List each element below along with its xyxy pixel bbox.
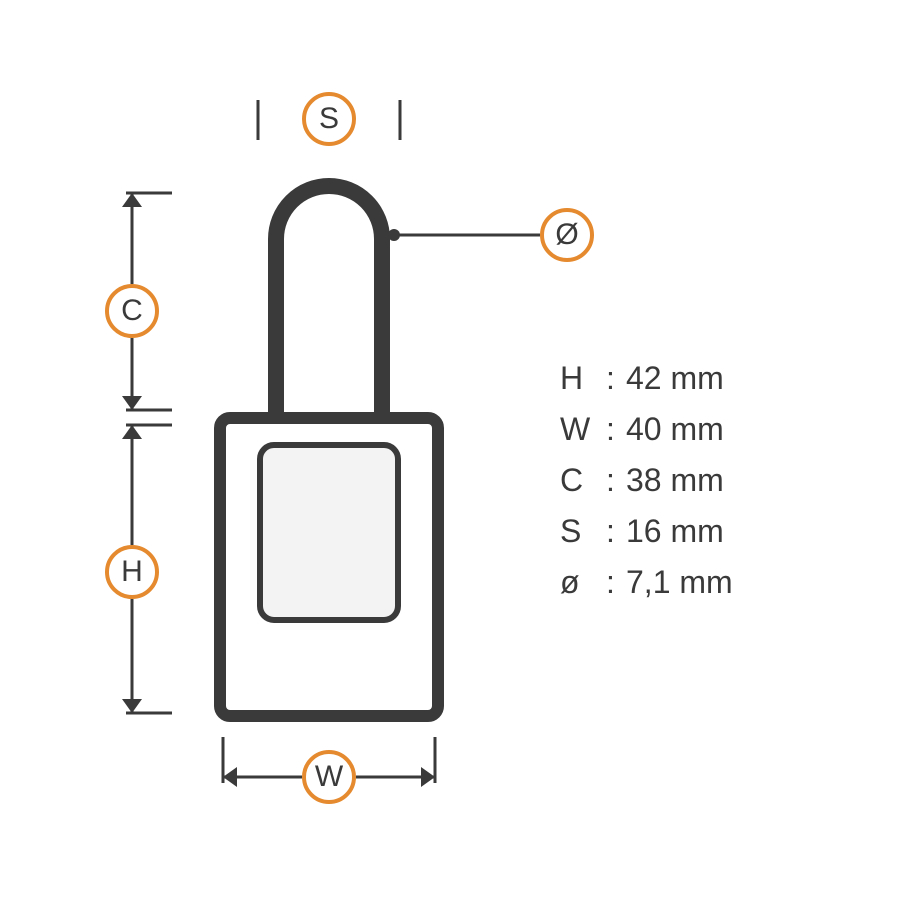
dim-letter-c: C: [121, 294, 143, 328]
dim-letter-s: S: [319, 102, 339, 136]
dim-letter-w: W: [315, 760, 343, 794]
dim-badge-c: C: [105, 284, 159, 338]
dim-badge-s: S: [302, 92, 356, 146]
dimension-colon: :: [606, 462, 626, 499]
dimension-value: 7,1 mm: [626, 564, 733, 601]
dimension-value: 40 mm: [626, 411, 724, 448]
dim-badge-diameter: Ø: [540, 208, 594, 262]
dimension-key: ø: [560, 564, 606, 601]
dimension-row: C: 38 mm: [560, 462, 733, 499]
dimension-row: H: 42 mm: [560, 360, 733, 397]
dim-letter-diameter: Ø: [555, 218, 578, 252]
dimension-colon: :: [606, 513, 626, 550]
dimension-colon: :: [606, 411, 626, 448]
dimension-value: 16 mm: [626, 513, 724, 550]
diagram-canvas: S Ø C H W H: 42 mm W: 40 mm C: 38 mm S: 16 …: [0, 0, 900, 900]
dimension-colon: :: [606, 360, 626, 397]
dimension-row: S: 16 mm: [560, 513, 733, 550]
dimension-row: ø: 7,1 mm: [560, 564, 733, 601]
dim-badge-w: W: [302, 750, 356, 804]
dimension-value: 38 mm: [626, 462, 724, 499]
dim-letter-h: H: [121, 555, 143, 589]
dimension-key: S: [560, 513, 606, 550]
dimension-key: W: [560, 411, 606, 448]
dimension-row: W: 40 mm: [560, 411, 733, 448]
dimensions-table: H: 42 mm W: 40 mm C: 38 mm S: 16 mm ø: 7,1 m…: [560, 360, 733, 615]
dimension-value: 42 mm: [626, 360, 724, 397]
padlock-diagram-svg: [0, 0, 900, 900]
dim-badge-h: H: [105, 545, 159, 599]
dimension-key: C: [560, 462, 606, 499]
dimension-key: H: [560, 360, 606, 397]
dimension-colon: :: [606, 564, 626, 601]
